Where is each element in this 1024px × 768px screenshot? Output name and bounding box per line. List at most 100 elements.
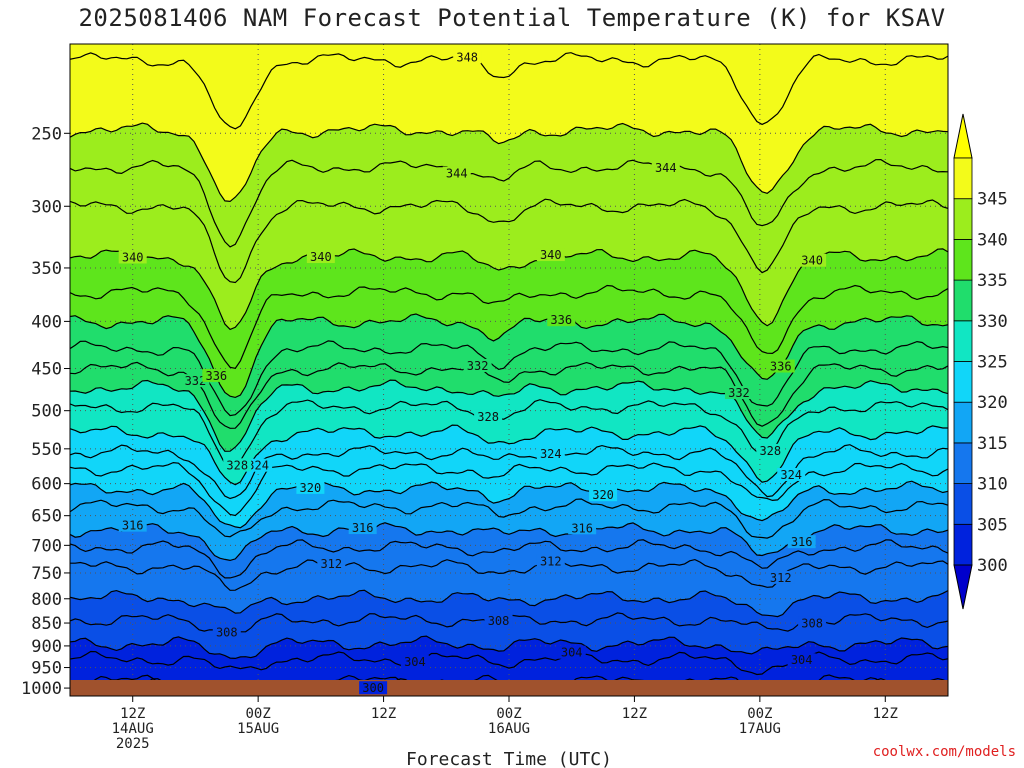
contour-label: 316 <box>352 521 374 535</box>
y-tick-label: 350 <box>31 259 62 279</box>
contour-label: 336 <box>550 313 572 327</box>
isentrope-line <box>70 498 948 539</box>
x-tick-label: 12Z <box>873 706 898 722</box>
contour-label: 308 <box>488 614 510 628</box>
x-tick-label: 15AUG <box>237 721 279 737</box>
contour-label: 320 <box>300 481 322 495</box>
y-tick-label: 900 <box>31 637 62 657</box>
contour-label-bg <box>589 488 618 502</box>
theta-band <box>70 651 948 696</box>
contour-label-bg <box>798 616 827 630</box>
colorbar-segment <box>953 320 973 362</box>
contour-label: 344 <box>446 167 468 181</box>
isentrope-line <box>70 424 948 486</box>
contour-label-bg <box>317 557 346 571</box>
y-tick-label: 400 <box>31 312 62 332</box>
contour-label: 308 <box>216 626 238 640</box>
contour-label: 340 <box>540 248 562 262</box>
contour-label: 324 <box>247 459 269 473</box>
colorbar-segment <box>953 483 973 525</box>
contour-label: 332 <box>467 359 489 373</box>
contour-label: 344 <box>655 161 677 175</box>
isentrope-line <box>70 158 948 248</box>
colorbar-segment <box>953 361 973 403</box>
y-tick-label: 450 <box>31 360 62 380</box>
x-tick-label: 17AUG <box>739 721 781 737</box>
colorbar-segment <box>953 238 973 281</box>
isentrope-line <box>70 480 948 529</box>
contour-label-bg <box>212 625 241 639</box>
theta-band <box>70 52 948 202</box>
theta-band <box>70 444 948 516</box>
colorbar-segment <box>953 157 973 200</box>
theta-band <box>70 380 948 470</box>
contour-label: 340 <box>310 250 332 264</box>
x-tick-label: 00Z <box>245 706 270 722</box>
ground-surface <box>70 680 948 696</box>
contour-label: 328 <box>226 458 248 472</box>
contour-label: 320 <box>592 488 614 502</box>
contour-label-bg <box>766 359 795 373</box>
y-tick-label: 600 <box>31 475 62 495</box>
isentrope-line <box>70 379 948 452</box>
y-tick-label: 250 <box>31 124 62 144</box>
theta-band <box>70 590 948 633</box>
contour-label: 304 <box>404 655 426 669</box>
contour-label: 316 <box>791 535 813 549</box>
x-tick-label: 00Z <box>496 706 521 722</box>
isentrope-line <box>70 558 948 591</box>
x-tick-label: 14AUG <box>112 721 154 737</box>
isentrope-line <box>70 122 948 203</box>
contour-label-bg <box>651 160 680 174</box>
colorbar-tick-label: 330 <box>977 312 1008 332</box>
contour-label-bg <box>536 554 565 568</box>
theta-band <box>70 340 948 429</box>
x-tick-label: 12Z <box>622 706 647 722</box>
y-tick-label: 800 <box>31 590 62 610</box>
colorbar-segment <box>953 279 973 322</box>
contour-label-bg <box>787 653 816 667</box>
theta-band <box>70 522 948 578</box>
contour-label: 312 <box>540 554 562 568</box>
y-tick-label: 700 <box>31 536 62 556</box>
y-tick-label: 300 <box>31 197 62 217</box>
contour-label: 340 <box>122 250 144 264</box>
theta-band <box>70 248 948 369</box>
contour-label: 312 <box>320 557 342 571</box>
colorbar-tick-label: 345 <box>977 190 1008 210</box>
contour-label-bg <box>359 681 388 695</box>
contour-label-bg <box>202 368 231 382</box>
contour-label-bg <box>756 443 785 457</box>
x-axis-label: Forecast Time (UTC) <box>406 749 612 768</box>
theta-band <box>70 285 948 398</box>
contour-label-bg <box>463 358 492 372</box>
theta-band <box>70 559 948 617</box>
contour-label-bg <box>118 250 147 264</box>
colorbar-tick-label: 335 <box>977 271 1008 291</box>
theta-band <box>70 314 948 416</box>
contour-label: 312 <box>770 571 792 585</box>
isentrope-line <box>70 539 948 579</box>
colorbar-legend: 300 305 310 315 320 325 330 335 340 345 <box>953 113 1008 610</box>
isentrope-line <box>70 399 948 471</box>
colorbar-overflow <box>953 113 973 159</box>
x-tick-label: 2025 <box>116 736 150 752</box>
contour-label-bg <box>118 518 147 532</box>
colorbar-underflow <box>953 564 973 610</box>
contour-label-bg <box>474 409 503 423</box>
contour-label-bg <box>547 313 576 327</box>
contour-label-bg <box>798 253 827 267</box>
chart-title: 2025081406 NAM Forecast Potential Temper… <box>78 4 946 32</box>
contour-label-bg <box>787 535 816 549</box>
contour-label-bg <box>484 614 513 628</box>
colorbar-tick-label: 305 <box>977 515 1008 535</box>
y-tick-label: 750 <box>31 564 62 584</box>
contour-label-bg <box>453 50 482 64</box>
isentrope-line <box>70 340 948 417</box>
contour-label-bg <box>536 447 565 461</box>
x-tick-label: 12Z <box>120 706 145 722</box>
contour-label: 324 <box>540 447 562 461</box>
credit-link[interactable]: coolwx.com/models <box>872 744 1016 760</box>
